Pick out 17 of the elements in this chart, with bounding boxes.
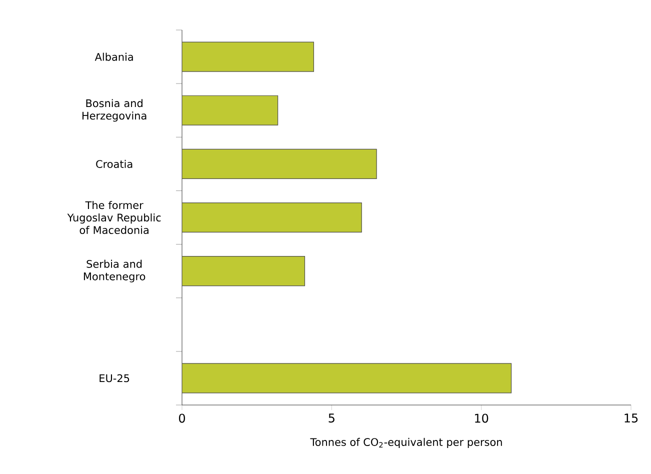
bar — [182, 256, 306, 286]
bar — [182, 95, 278, 126]
y-tick-label: The former Yugoslav Republic of Macedonia — [67, 201, 161, 234]
y-tick-label: Albania — [94, 52, 133, 61]
x-tick-label: 15 — [624, 414, 638, 423]
x-tick-label: 10 — [475, 414, 488, 423]
y-tick-label: Croatia — [96, 160, 132, 168]
x-axis-title: Tonnes of CO$_{2}$-equivalent per person — [310, 438, 502, 448]
bar — [182, 148, 377, 179]
y-tick-label: Serbia and Montenegro — [84, 260, 146, 282]
y-tick-label: Bosnia and Herzegovina — [82, 99, 146, 122]
y-tick-label: EU-25 — [100, 374, 130, 382]
x-tick-label: 5 — [328, 414, 334, 423]
x-tick-label: 0 — [178, 414, 186, 423]
bar — [182, 42, 314, 72]
bar — [182, 363, 512, 394]
bar — [182, 202, 362, 233]
